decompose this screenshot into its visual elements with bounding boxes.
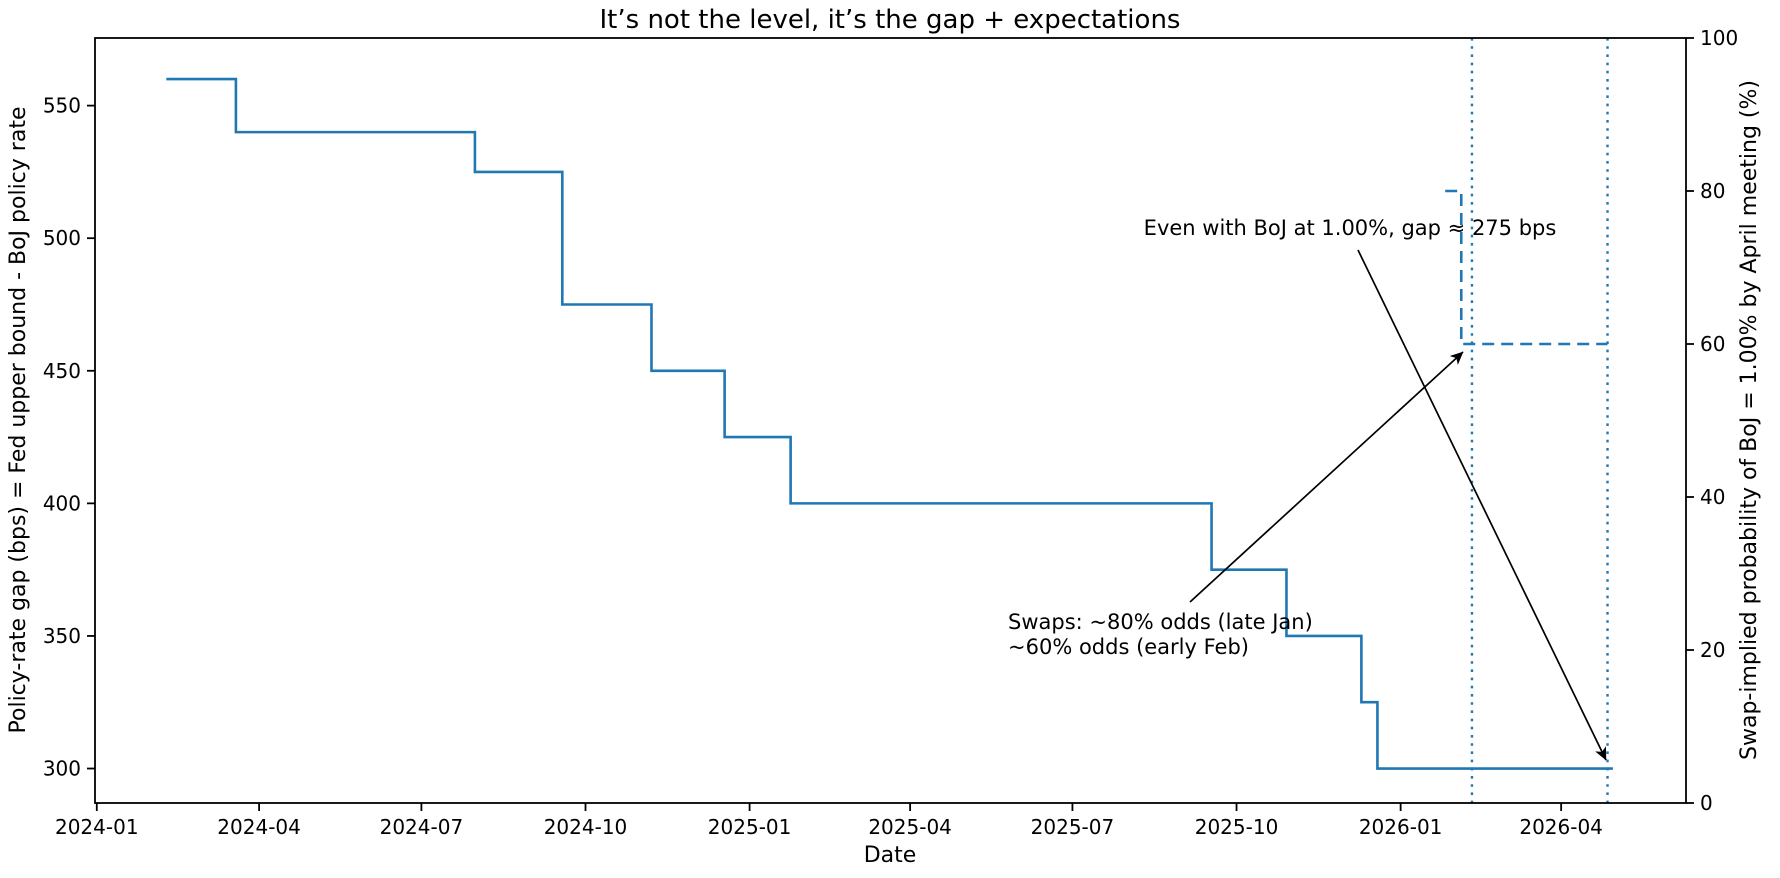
gap-annotation-text: Even with BoJ at 1.00%, gap ≈ 275 bps <box>1144 216 1557 240</box>
right-y-tick-label: 100 <box>1700 26 1738 50</box>
chart-title: It’s not the level, it’s the gap + expec… <box>600 5 1181 35</box>
axes-spines <box>94 37 1687 804</box>
left-y-tick-label: 400 <box>43 491 81 515</box>
left-y-axis-label: Policy-rate gap (bps) = Fed upper bound … <box>6 107 31 734</box>
x-tick-label: 2025-10 <box>1195 815 1279 839</box>
swap-implied-probability-pct-line <box>1445 189 1608 346</box>
right-y-tick-label: 80 <box>1700 179 1725 203</box>
swaps-annotation-arrow <box>1189 351 1464 603</box>
x-tick-label: 2026-04 <box>1519 815 1603 839</box>
policy-rate-gap-bps-line <box>166 77 1613 770</box>
left-y-tick-label: 300 <box>43 757 81 781</box>
x-tick-label: 2024-07 <box>380 815 464 839</box>
right-y-axis-label: Swap-implied probability of BoJ = 1.00% … <box>1737 80 1762 760</box>
right-y-tick-label: 60 <box>1700 332 1725 356</box>
right-y-tick-label: 20 <box>1700 638 1725 662</box>
x-axis-label: Date <box>864 843 917 868</box>
swaps-annotation-text: Swaps: ~80% odds (late Jan) <box>1008 610 1313 634</box>
x-tick-label: 2025-07 <box>1031 815 1115 839</box>
x-tick-label: 2024-01 <box>55 815 139 839</box>
x-tick-label: 2025-01 <box>708 815 792 839</box>
right-y-tick-label: 0 <box>1700 791 1713 815</box>
x-tick-label: 2026-01 <box>1359 815 1443 839</box>
left-y-tick-label: 350 <box>43 624 81 648</box>
x-tick-label: 2024-10 <box>544 815 628 839</box>
x-tick-label: 2025-04 <box>868 815 952 839</box>
left-y-tick-label: 450 <box>43 359 81 383</box>
right-y-tick-label: 40 <box>1700 485 1725 509</box>
x-tick-label: 2024-04 <box>217 815 301 839</box>
plot-area: 2024-01 2024-04 2024-07 2024-10 2025-01 2025-… <box>43 26 1738 839</box>
gap-annotation-arrow <box>1357 249 1607 761</box>
swaps-annotation-text: ~60% odds (early Feb) <box>1008 635 1249 659</box>
left-y-tick-label: 500 <box>43 226 81 250</box>
left-y-tick-label: 550 <box>43 94 81 118</box>
